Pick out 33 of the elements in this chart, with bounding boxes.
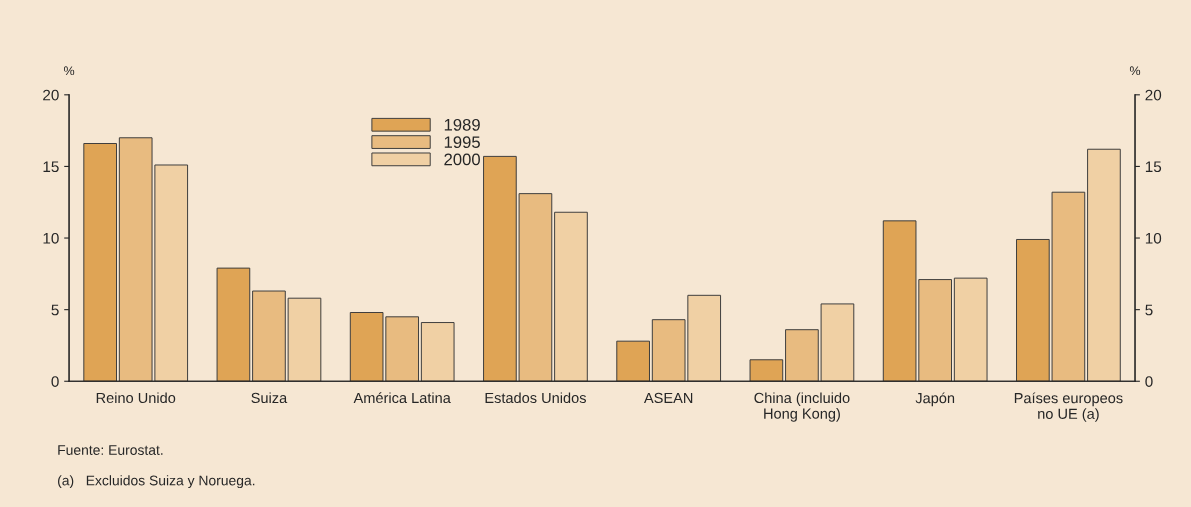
source-note: Fuente: Eurostat. (58, 445, 163, 455)
text: (a) Excluidos Suiza y Noruega. (58, 475, 255, 489)
bar (554, 211, 588, 382)
y-tick-label: 10 (43, 232, 59, 244)
x-tick-label: Reino Unido (96, 392, 176, 404)
x-tick-label: Japón (915, 392, 955, 407)
y2-tick-label: 5 (1145, 304, 1153, 316)
legend-label: 1989 (444, 118, 480, 131)
bar (616, 340, 650, 382)
y2-tick-label: 15 (1145, 161, 1162, 173)
y2-tick-label: 20 (1145, 89, 1162, 101)
bar (1087, 148, 1121, 382)
y2-tick-label: 0 (1145, 376, 1153, 387)
bar (83, 143, 117, 382)
y2-axis-title: % (1129, 66, 1141, 76)
bar (749, 359, 784, 382)
bar (953, 277, 988, 382)
x-tick-label: América Latina (353, 392, 451, 404)
y-tick-label: 15 (43, 161, 59, 173)
x-tick-label: Estados Unidos (485, 392, 586, 404)
y-tick-label: 5 (51, 304, 59, 316)
x-tick-label: ASEAN (643, 392, 693, 404)
y-tick-label: 20 (43, 89, 59, 101)
legend-label: 2000 (444, 153, 480, 166)
y2-tick-label: 10 (1145, 232, 1162, 244)
y-tick-label: 0 (51, 376, 59, 387)
legend-label: 1995 (444, 136, 480, 149)
y-axis-title: % (63, 66, 75, 76)
x-tick-label: Suiza (251, 392, 288, 404)
bar (420, 322, 455, 382)
x-tick-label: Países europeos no UE (a) (1014, 392, 1123, 422)
x-tick-label: China (incluido Hong Kong) (754, 392, 850, 422)
bar (216, 267, 251, 382)
